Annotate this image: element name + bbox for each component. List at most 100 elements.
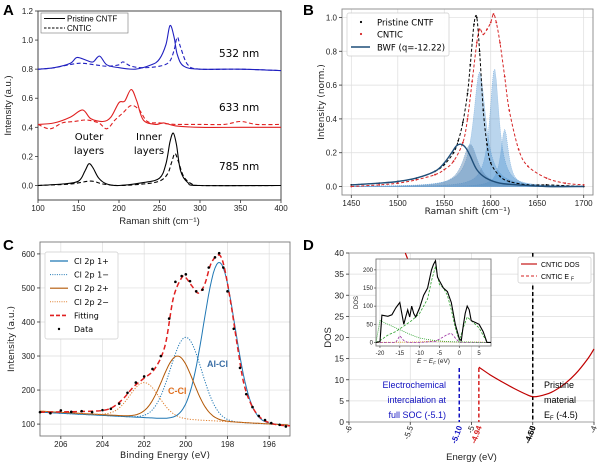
data-point: [142, 375, 146, 378]
data-point: [378, 183, 381, 186]
annotation-electrochemical: intercalation at: [387, 395, 446, 405]
data-point: [184, 273, 188, 276]
annotation-electrochemical: Electrochemical: [382, 380, 446, 390]
panel-b-chart: B 1450 1500 1550 1600 1650 1700 0.0 0.2 0.4 0.6 0.…: [303, 2, 594, 217]
x-axis-label: Energy (eV): [446, 452, 497, 463]
data-point: [434, 173, 436, 176]
data-point: [263, 418, 267, 422]
inset-dos-line: [376, 332, 487, 343]
legend-label: Fitting: [74, 311, 99, 320]
y-tick-label: 10: [335, 375, 345, 385]
legend-label: Data: [74, 325, 93, 334]
data-point: [232, 327, 236, 331]
annotation-electrochemical: full SOC (-5.1): [388, 410, 446, 420]
data-point: [207, 266, 211, 269]
data-point: [238, 366, 242, 370]
data-point: [134, 381, 138, 384]
data-point: [564, 182, 567, 185]
annotation-633nm: 633 nm: [219, 102, 259, 114]
x-tick-label: 200: [112, 204, 126, 213]
x-tick-label: 100: [31, 204, 45, 213]
data-point: [49, 411, 52, 415]
data-point: [527, 165, 529, 168]
y-tick-label: 0: [339, 417, 344, 427]
inset-x-tick-label: -20: [376, 351, 385, 357]
legend-marker: [57, 327, 61, 331]
y-tick-label: 25: [335, 311, 345, 321]
legend-label: Pristine CNTF: [67, 15, 117, 24]
y-tick-label: 400: [22, 318, 36, 327]
data-point: [188, 279, 192, 283]
data-point: [217, 251, 221, 255]
data-point: [159, 354, 163, 358]
y-axis-label: Intensity (a.u.): [3, 75, 14, 135]
y-tick-label: 0.6: [326, 81, 338, 90]
annotation-pristine: material: [544, 395, 576, 405]
x-axis-label: Raman shift (cm⁻¹): [425, 207, 511, 217]
x-tick-label: -4: [588, 424, 599, 434]
y-tick-label: 0.8: [326, 47, 338, 56]
inset-x-tick-label: -10: [415, 351, 424, 357]
y-tick-label: 500: [22, 284, 36, 293]
data-point: [499, 175, 501, 178]
annotation-pristine-ef: EF (-4.5): [544, 410, 578, 422]
x-tick-label: -5: [465, 424, 476, 434]
inset-x-axis-label: E − EF (eV): [417, 358, 450, 366]
y-tick-label: 600: [22, 250, 36, 259]
legend-label: BWF (q=-12.22): [377, 44, 445, 54]
x-tick-label: -6: [343, 424, 354, 434]
data-point: [278, 423, 281, 427]
data-point: [244, 392, 248, 396]
data-point: [167, 317, 171, 320]
y-tick-label: 40: [335, 248, 345, 258]
y-tick-label: 1.0: [326, 13, 338, 22]
annotation-785nm: 785 nm: [219, 161, 259, 173]
data-point: [545, 177, 548, 179]
data-point: [461, 121, 464, 124]
data-point: [443, 168, 446, 171]
data-point: [180, 274, 183, 278]
data-point: [482, 109, 485, 112]
annotation-outer-layers: layers: [74, 146, 104, 157]
annotation-al-cl: Al-Cl: [207, 359, 228, 369]
panel-d-dos: D 0 5 10 15 20 25 30 35 40 -6 -5.5 -5 -4.5 -4 -5.10 -4.…: [300, 232, 600, 465]
data-point: [471, 80, 474, 83]
panel-a-chart: A 100 150 200 250 300 350 400 0.0 0.2 0.4 0.6 0.8 1.…: [3, 2, 288, 227]
inset-y-tick-label: 100: [363, 304, 374, 310]
series-line: [37, 104, 282, 130]
annotation-inner-layers: layers: [134, 146, 164, 157]
data-point: [284, 425, 288, 428]
data-point: [508, 180, 511, 183]
data-point: [452, 160, 455, 163]
y-axis-label: DOS: [323, 327, 334, 348]
legend-marker: [359, 20, 363, 24]
inset-x-tick-label: -15: [395, 351, 404, 357]
data-point: [174, 280, 177, 284]
annotation-inner-layers: Inner: [136, 132, 163, 143]
data-point: [495, 21, 498, 24]
x-tick-label: 250: [153, 204, 167, 213]
x-tick-label: 196: [262, 440, 276, 449]
legend-label: Cl 2p 2−: [74, 298, 109, 307]
inset-y-tick-label: 50: [366, 322, 373, 328]
x-tick-label: 202: [137, 440, 151, 449]
data-point: [222, 266, 225, 269]
data-point: [109, 407, 113, 411]
data-point: [126, 391, 129, 395]
data-point: [59, 409, 63, 412]
inset-x-tick-label: 0: [458, 351, 462, 357]
inset-dos-line: [375, 320, 487, 343]
y-tick-label: 0.0: [326, 183, 338, 192]
panel-a-raman-rbm: A 100 150 200 250 300 350 400 0.0 0.2 0.4 0.6 0.8 1.…: [0, 0, 300, 232]
series-line: [37, 152, 282, 187]
y-tick-label: 0.4: [22, 123, 34, 132]
fitting-line: [39, 254, 291, 427]
data-point: [582, 183, 585, 186]
data-point: [194, 290, 198, 293]
y-tick-label: 1.0: [22, 36, 34, 45]
data-point: [396, 182, 399, 185]
fit-component-line: [40, 382, 289, 426]
data-point: [499, 41, 501, 44]
data-point: [80, 409, 83, 413]
data-point: [269, 421, 273, 425]
